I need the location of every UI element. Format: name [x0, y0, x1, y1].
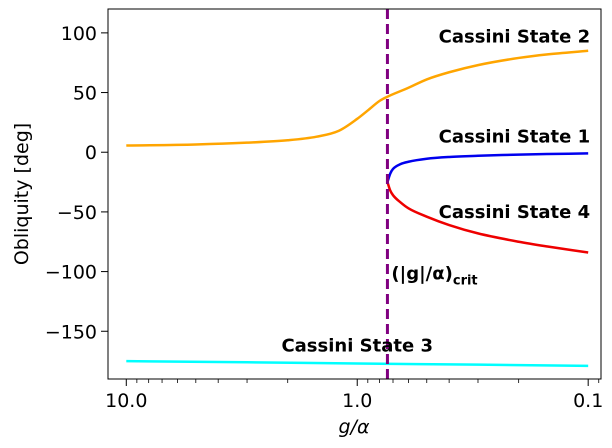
annotation-cassini-state-4: Cassini State 3 — [281, 336, 433, 357]
series-line-4 — [126, 359, 589, 368]
plot-frame — [107, 8, 602, 380]
critical-vline-label: (|g|/α)crit — [391, 264, 477, 289]
y-axis-label: Obliquity [deg] — [11, 123, 33, 265]
x-tick-label: 10.0 — [105, 390, 147, 412]
critical-vline-label-main: (|g|/α) — [391, 264, 452, 285]
critical-vline-label-sub: crit — [453, 274, 478, 289]
series-line-3 — [386, 181, 589, 254]
curves-layer — [126, 49, 589, 368]
annotation-cassini-state-3: Cassini State 4 — [439, 202, 591, 223]
y-tick-label: −150 — [45, 321, 97, 343]
series-line-1 — [126, 49, 589, 147]
y-tick-label: −100 — [45, 262, 97, 284]
x-tick-label: 0.1 — [573, 390, 603, 412]
y-tick-label: 100 — [61, 23, 97, 45]
x-tick-label: 1.0 — [342, 390, 372, 412]
series-line-2 — [386, 152, 589, 183]
annotations-layer: Cassini State 2 Cassini State 1 Cassini St… — [281, 26, 590, 356]
x-axis-label: g/α — [339, 416, 370, 438]
annotation-cassini-state-1: Cassini State 2 — [439, 26, 591, 47]
annotation-cassini-state-2: Cassini State 1 — [439, 127, 591, 148]
y-tick-label: 50 — [73, 83, 97, 105]
y-tick-label: 0 — [85, 142, 97, 164]
y-tick-label: −50 — [57, 202, 97, 224]
ticks-layer: 10.0 1.0 0.1 100 50 0 −50 −100 −150 — [45, 23, 603, 412]
